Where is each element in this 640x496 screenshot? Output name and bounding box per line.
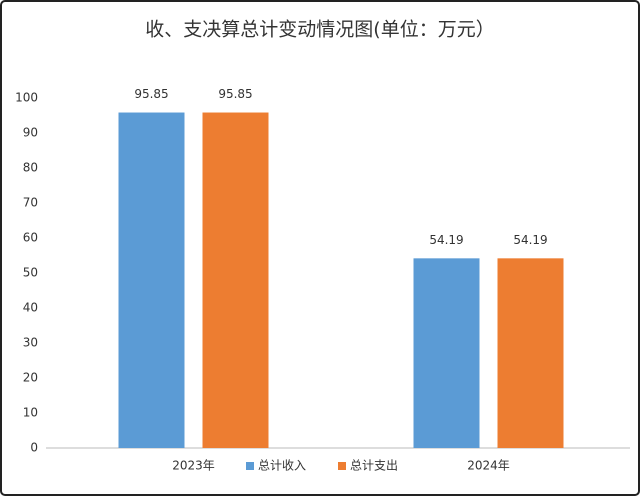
data-label: 95.85 <box>134 87 168 101</box>
data-label: 54.19 <box>513 233 547 247</box>
legend-swatch <box>338 462 346 470</box>
legend-label: 总计收入 <box>258 459 306 473</box>
y-tick-label: 30 <box>23 336 38 350</box>
y-tick-label: 20 <box>23 371 38 385</box>
y-tick-label: 60 <box>23 231 38 245</box>
bar <box>413 258 480 448</box>
chart-title: 收、支决算总计变动情况图(单位：万元） <box>145 19 494 41</box>
legend-swatch <box>246 462 254 470</box>
x-tick-label: 2024年 <box>467 459 510 473</box>
y-tick-label: 70 <box>23 196 38 210</box>
bar <box>202 112 269 449</box>
y-tick-label: 80 <box>23 161 38 175</box>
y-tick-label: 0 <box>30 441 38 455</box>
bar <box>497 258 564 448</box>
y-tick-label: 100 <box>15 91 38 105</box>
y-tick-label: 50 <box>23 266 38 280</box>
y-tick-label: 90 <box>23 126 38 140</box>
y-tick-label: 40 <box>23 301 38 315</box>
legend-label: 总计支出 <box>350 459 398 473</box>
x-tick-label: 2023年 <box>172 459 215 473</box>
y-tick-label: 10 <box>23 406 38 420</box>
data-label: 95.85 <box>218 87 252 101</box>
bar <box>118 112 185 449</box>
data-label: 54.19 <box>429 233 463 247</box>
